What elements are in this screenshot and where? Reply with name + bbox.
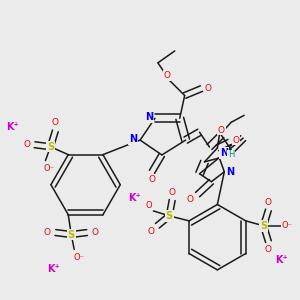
Text: O⁻: O⁻ (74, 253, 85, 262)
Text: O: O (23, 140, 30, 149)
Text: N: N (145, 112, 153, 122)
Text: O: O (145, 202, 152, 211)
Text: O: O (265, 197, 272, 206)
Text: O: O (233, 136, 240, 145)
Text: O: O (186, 195, 193, 204)
Text: K⁺: K⁺ (6, 122, 19, 132)
Text: K⁺: K⁺ (275, 256, 288, 266)
Text: O: O (205, 84, 212, 93)
Text: K⁺: K⁺ (128, 193, 141, 203)
Text: S: S (47, 142, 54, 152)
Text: O: O (44, 228, 51, 237)
Text: O: O (148, 227, 155, 236)
Text: O: O (52, 118, 59, 127)
Text: N: N (129, 134, 137, 144)
Text: K⁺: K⁺ (47, 264, 60, 274)
Text: O: O (163, 71, 170, 80)
Text: S: S (68, 230, 75, 239)
Text: O⁻: O⁻ (44, 164, 55, 173)
Text: O: O (148, 175, 155, 184)
Text: S: S (166, 211, 173, 221)
Text: O⁻: O⁻ (282, 221, 293, 230)
Text: N: N (226, 167, 234, 177)
Text: O: O (92, 228, 98, 237)
Text: O: O (169, 188, 176, 196)
Text: O: O (265, 245, 272, 254)
Text: N: N (220, 148, 228, 158)
Text: S: S (260, 221, 267, 231)
Text: O: O (218, 126, 225, 135)
Text: H: H (228, 151, 234, 160)
